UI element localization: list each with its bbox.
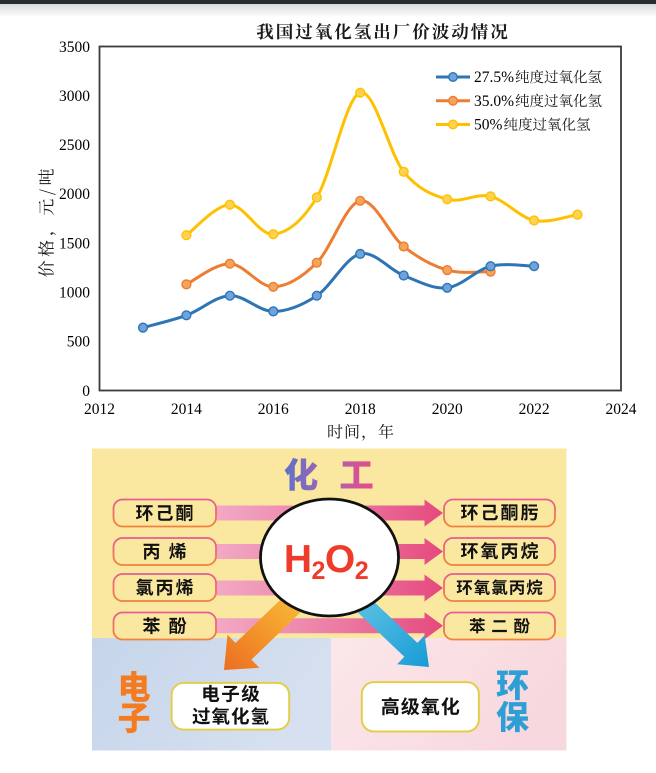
svg-text:27.5%: 27.5% bbox=[474, 69, 514, 86]
svg-text:H2O2: H2O2 bbox=[284, 538, 368, 585]
svg-text:1000: 1000 bbox=[59, 285, 90, 302]
svg-text:0: 0 bbox=[82, 383, 90, 400]
svg-text:3000: 3000 bbox=[59, 88, 90, 105]
svg-text:2020: 2020 bbox=[432, 401, 463, 418]
svg-text:2024: 2024 bbox=[606, 401, 637, 418]
svg-text:500: 500 bbox=[67, 334, 91, 351]
svg-text:50%: 50% bbox=[474, 117, 503, 134]
svg-text:3500: 3500 bbox=[59, 39, 90, 56]
svg-text:1500: 1500 bbox=[59, 235, 90, 252]
svg-text:2014: 2014 bbox=[171, 401, 202, 418]
svg-text:2012: 2012 bbox=[84, 401, 115, 418]
svg-text:35.0%: 35.0% bbox=[474, 93, 514, 110]
svg-text:2018: 2018 bbox=[345, 401, 376, 418]
svg-text:2000: 2000 bbox=[59, 186, 90, 203]
svg-text:2500: 2500 bbox=[59, 137, 90, 154]
svg-text:2022: 2022 bbox=[519, 401, 550, 418]
svg-text:2016: 2016 bbox=[258, 401, 289, 418]
